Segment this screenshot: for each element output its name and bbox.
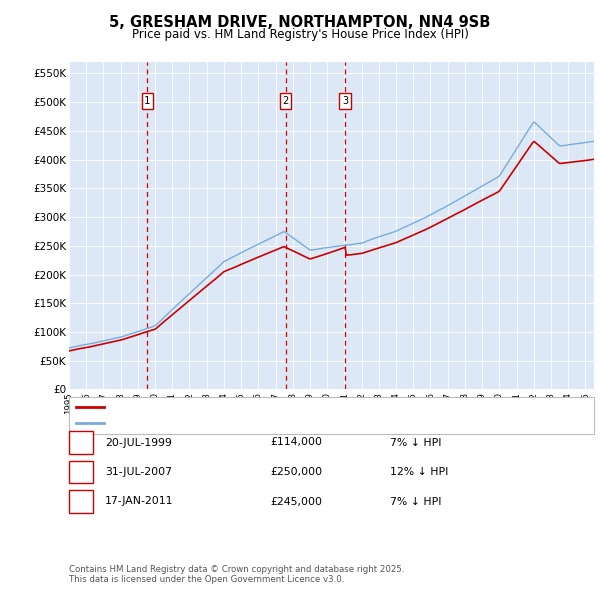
Text: 20-JUL-1999: 20-JUL-1999	[105, 438, 172, 447]
Text: Price paid vs. HM Land Registry's House Price Index (HPI): Price paid vs. HM Land Registry's House …	[131, 28, 469, 41]
Text: HPI: Average price, detached house, West Northamptonshire: HPI: Average price, detached house, West…	[109, 418, 411, 428]
Text: 2: 2	[283, 96, 289, 106]
Text: 3: 3	[77, 497, 85, 506]
Text: 3: 3	[342, 96, 348, 106]
Text: £250,000: £250,000	[270, 467, 322, 477]
Text: 5, GRESHAM DRIVE, NORTHAMPTON, NN4 9SB (detached house): 5, GRESHAM DRIVE, NORTHAMPTON, NN4 9SB (…	[109, 402, 430, 412]
Text: 5, GRESHAM DRIVE, NORTHAMPTON, NN4 9SB: 5, GRESHAM DRIVE, NORTHAMPTON, NN4 9SB	[109, 15, 491, 30]
Text: 1: 1	[77, 438, 85, 447]
Text: 31-JUL-2007: 31-JUL-2007	[105, 467, 172, 477]
Text: 17-JAN-2011: 17-JAN-2011	[105, 497, 173, 506]
Text: Contains HM Land Registry data © Crown copyright and database right 2025.
This d: Contains HM Land Registry data © Crown c…	[69, 565, 404, 584]
Text: 2: 2	[77, 467, 85, 477]
Text: 7% ↓ HPI: 7% ↓ HPI	[390, 438, 442, 447]
Text: 12% ↓ HPI: 12% ↓ HPI	[390, 467, 448, 477]
Text: 1: 1	[144, 96, 151, 106]
Text: £114,000: £114,000	[270, 438, 322, 447]
Text: 7% ↓ HPI: 7% ↓ HPI	[390, 497, 442, 506]
Text: £245,000: £245,000	[270, 497, 322, 506]
